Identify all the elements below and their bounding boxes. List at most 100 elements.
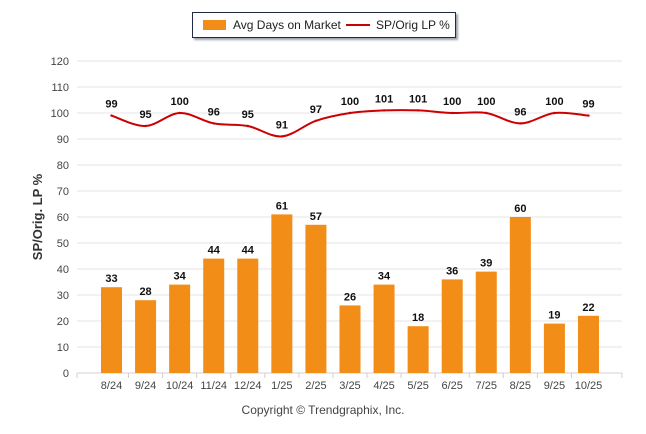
y-tick-label: 50 [57,238,69,250]
line-data-label: 95 [242,109,254,121]
y-axis-ticks: 0 10 20 30 40 50 60 70 80 90 100 110 120 [51,56,69,380]
line-point [382,109,386,112]
line-series [110,109,590,138]
line-point [485,111,488,115]
line-point [348,111,352,115]
legend-bar-label: Avg Days on Market [233,18,341,32]
line-data-label: 100 [545,96,563,108]
copyright-text: Copyright © Trendgraphix, Inc. [241,403,405,417]
bar-data-label: 26 [344,291,356,303]
y-tick-label: 0 [63,368,69,380]
line-data-label: 99 [105,99,117,111]
bar-data-label: 44 [242,245,255,257]
bar-data-label: 39 [480,258,492,270]
line-point [246,124,249,128]
x-tick-label: 10/25 [575,380,603,392]
line-point [587,114,590,117]
x-tick-label: 3/25 [339,380,360,392]
line-data-label: 100 [170,96,188,108]
y-tick-label: 70 [57,186,69,198]
bar [237,258,259,373]
bar [407,326,429,373]
line-data-label: 96 [208,106,220,118]
x-tick-label: 10/24 [166,380,194,392]
gridlines [77,60,622,374]
y-tick-label: 120 [51,56,69,68]
line-data-label: 100 [477,96,495,108]
bar [271,214,293,373]
bar [475,271,497,373]
bar-data-label: 34 [378,271,391,283]
line-point [144,124,147,128]
line-data-label: 101 [375,93,393,105]
bar [169,284,191,373]
x-tick-label: 1/25 [271,380,292,392]
bar-data-label: 33 [105,273,117,285]
bar-data-label: 36 [446,265,458,277]
x-tick-label: 5/25 [407,380,428,392]
x-tick-label: 2/25 [305,380,326,392]
y-tick-label: 90 [57,134,69,146]
bar-series [101,214,599,373]
x-tick-label: 7/25 [476,380,497,392]
x-tick-label: 11/24 [200,380,227,392]
bar [305,224,327,373]
y-tick-label: 100 [51,108,69,120]
y-tick-label: 80 [57,160,69,172]
bar [101,287,122,373]
line-data-label: 97 [310,104,322,116]
line-data-label: 100 [341,96,359,108]
x-tick-label: 8/24 [101,380,122,392]
bar [441,279,463,373]
bar-data-label: 34 [174,271,187,283]
line-data-label: 95 [139,109,151,121]
x-tick-label: 9/24 [135,380,156,392]
bar [509,217,531,373]
bar-data-label: 19 [548,310,560,322]
bar-data-label: 61 [276,200,288,212]
bar-data-label: 28 [139,286,151,298]
line-data-label: 101 [409,93,427,105]
line-data-label: 96 [514,106,526,118]
y-axis-label: SP/Orig. LP % [30,173,45,260]
bar [577,315,599,373]
legend-line-swatch [346,24,370,26]
bar [203,258,225,373]
x-tick-label: 8/25 [510,380,531,392]
x-tick-label: 4/25 [373,380,394,392]
line-point [178,111,181,115]
line-point [280,135,284,138]
line-point [212,122,215,125]
line-point [451,111,454,115]
y-tick-label: 40 [57,264,69,276]
line-point [416,109,420,112]
y-tick-label: 110 [51,82,69,94]
bar [543,323,565,373]
line-data-label: 99 [582,99,594,111]
bar-data-label: 22 [582,302,594,314]
bar-data-label: 57 [310,211,322,223]
y-tick-label: 30 [57,290,69,302]
line-data-label: 100 [443,96,461,108]
bar [135,300,157,373]
line-data-label: 91 [276,119,288,131]
bar-data-label: 18 [412,312,424,324]
bar-data-label: 44 [208,245,221,257]
legend-line-label: SP/Orig LP % [376,18,450,32]
legend-bar-swatch [203,20,226,30]
y-tick-label: 60 [57,212,69,224]
x-tick-label: 9/25 [544,380,565,392]
line-point [314,119,318,123]
bar-data-label: 60 [514,203,526,215]
line-point [519,122,522,125]
bar-data-labels: 33 28 34 44 44 61 57 26 34 18 36 39 60 19 22 [105,200,594,324]
bar [373,284,395,373]
legend: Avg Days on Market SP/Orig LP % [192,12,456,38]
bar [339,305,361,373]
line-data-labels: 99 95 100 96 95 91 97 100 101 101 100 100 96 100 99 [105,93,594,131]
y-tick-label: 20 [57,316,69,328]
line-point [553,111,556,115]
x-tick-label: 12/24 [234,380,262,392]
line-point [110,114,113,117]
